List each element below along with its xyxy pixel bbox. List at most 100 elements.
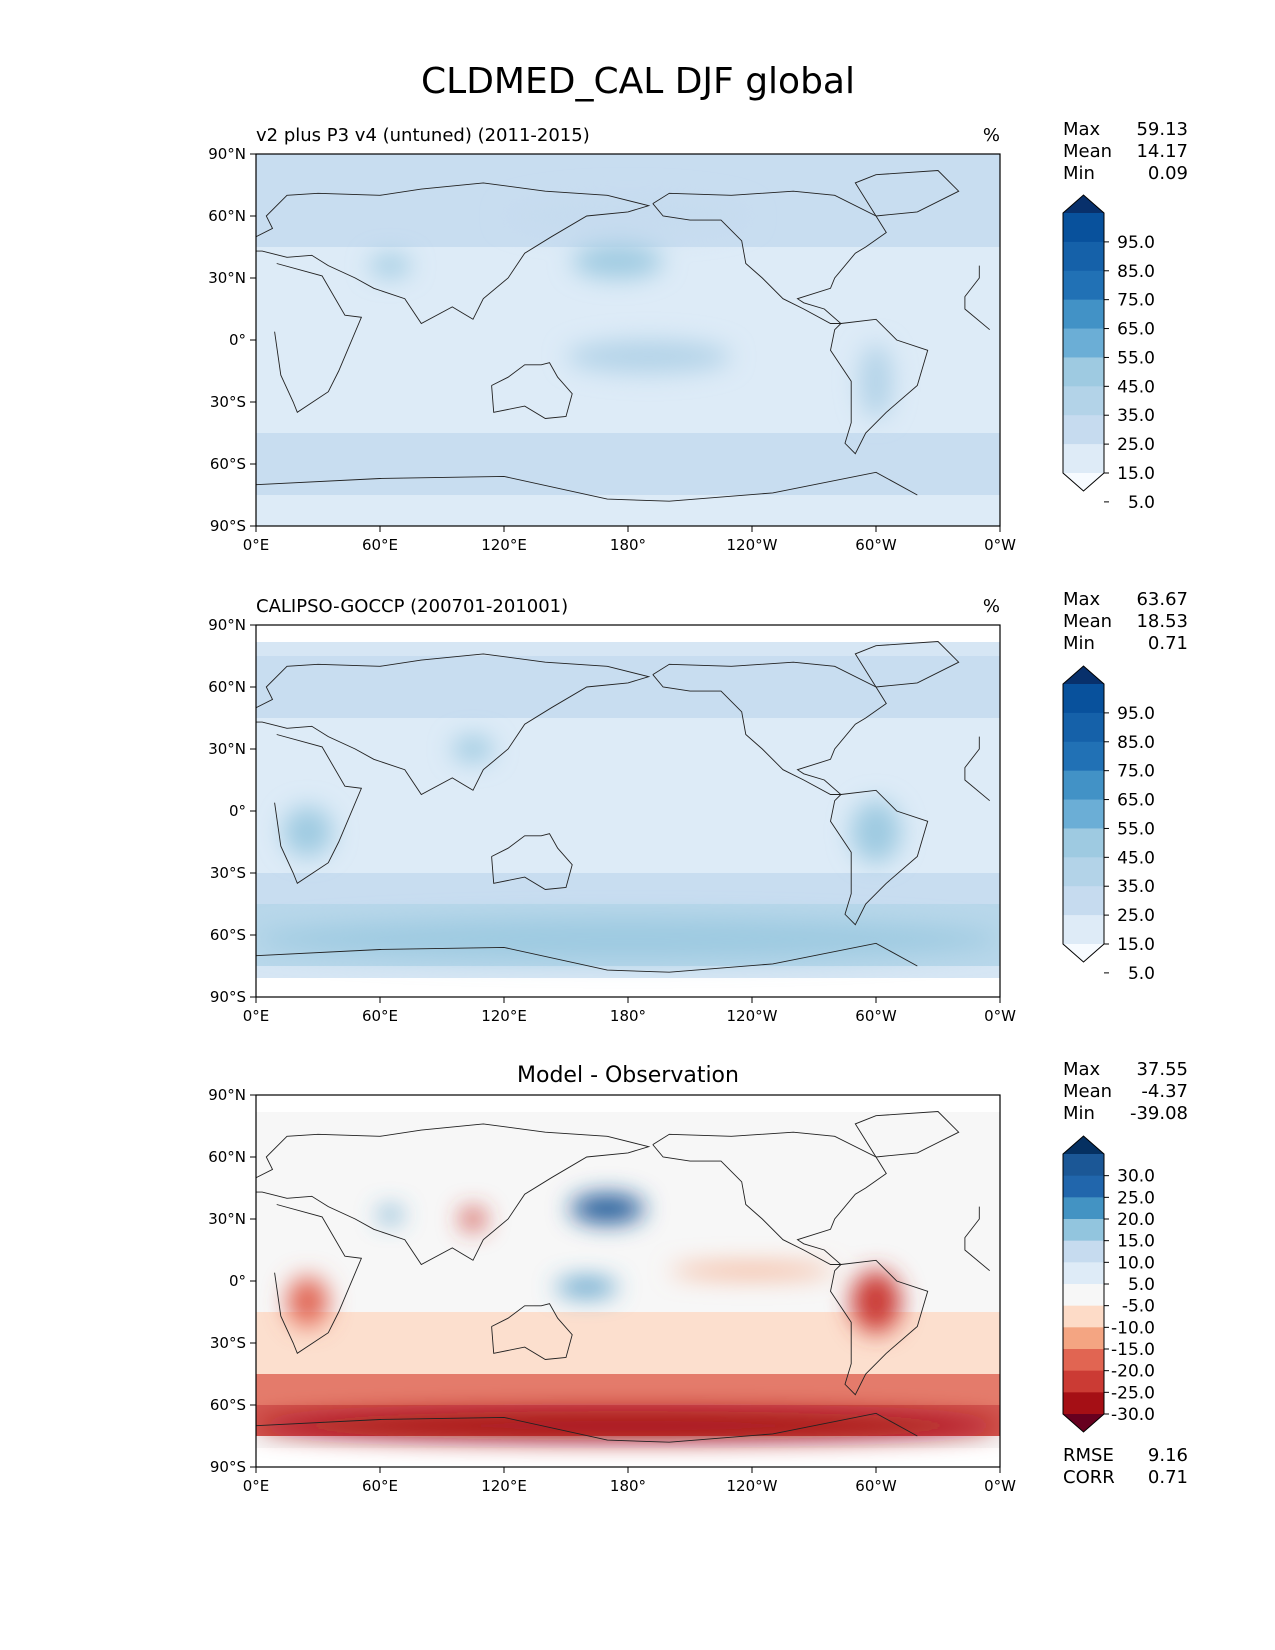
obs-max-label: Max <box>1063 589 1101 610</box>
y-tick-label: 60°N <box>208 678 246 696</box>
colorbar-tick-label: 35.0 <box>1117 406 1155 426</box>
x-tick-label: 0°E <box>243 536 270 554</box>
colorbar-segment <box>1063 1370 1104 1393</box>
lat-band-60 <box>256 687 1000 718</box>
colorbar-tick-label: -15.0 <box>1111 1340 1155 1360</box>
colorbar-segment <box>1063 299 1104 330</box>
x-tick-label: 0°W <box>984 1477 1016 1495</box>
lat-band-15 <box>256 309 1000 340</box>
colorbar-segment <box>1063 1327 1104 1350</box>
diff-max-value: 37.55 <box>1136 1059 1188 1080</box>
obs-mean-label: Mean <box>1063 611 1112 632</box>
lat-band-30 <box>256 278 1000 309</box>
feature-3 <box>555 1278 618 1296</box>
coastline-6 <box>256 471 918 502</box>
coastline-1 <box>256 653 651 796</box>
colorbar-tick-label: 25.0 <box>1117 1188 1155 1208</box>
coastline-4 <box>491 833 573 890</box>
panel-observation: 0°E 60°E 120°E 180° 120°W 60°W 0°W 90°N 60°N 30°N… <box>208 589 1188 1025</box>
colorbar-segment <box>1063 241 1104 272</box>
diff-max-label: Max <box>1063 1059 1101 1080</box>
diff-stats: Max 37.55 Mean -4.37 Min -39.08 <box>1063 1059 1188 1124</box>
feature-3 <box>452 736 494 762</box>
coastline-2 <box>652 1131 887 1265</box>
coastline-5 <box>854 641 960 688</box>
obs-max-value: 63.67 <box>1136 589 1188 610</box>
feature-4 <box>504 195 752 237</box>
colorbar-tick-label: 25.0 <box>1117 906 1155 926</box>
panel-difference: 0°E 60°E 120°E 180° 120°W 60°W 0°W 90°N 60°N 30°N… <box>208 1059 1188 1495</box>
model-units: % <box>983 125 1000 146</box>
y-tick-label: 30°S <box>210 1334 246 1352</box>
lat-band--60 <box>256 464 1000 495</box>
colorbar-tick-label: 5.0 <box>1128 964 1155 984</box>
rmse-value: 9.16 <box>1148 1445 1188 1466</box>
model-min-value: 0.09 <box>1148 163 1188 184</box>
x-tick-label: 120°W <box>727 1007 778 1025</box>
coastline-3 <box>830 789 929 926</box>
lat-band-45 <box>256 718 1000 749</box>
colorbar-tick-label: 55.0 <box>1117 348 1155 368</box>
colorbar-segment <box>1063 741 1104 772</box>
colorbar-segment <box>1063 828 1104 858</box>
model-max-label: Max <box>1063 119 1101 140</box>
x-tick-label: 60°W <box>855 1007 897 1025</box>
x-tick-label: 60°E <box>362 1477 398 1495</box>
colorbar-segment <box>1063 386 1104 416</box>
model-colorbar: 95.0 85.0 75.0 65.0 55.0 45.0 35.0 25.0 15.0 5.0 <box>1062 194 1155 513</box>
diff-mean-label: Mean <box>1063 1081 1112 1102</box>
x-tick-label: 180° <box>610 1007 646 1025</box>
feature-3 <box>859 344 893 419</box>
lat-band--30 <box>256 873 1000 904</box>
colorbar-segment <box>1063 857 1104 887</box>
colorbar-extend-bottom <box>1063 944 1104 962</box>
diff-coastlines <box>256 1111 990 1443</box>
y-tick-label: 30°S <box>210 393 246 411</box>
colorbar-segment <box>1063 1305 1104 1328</box>
coastline-4 <box>491 362 573 419</box>
x-tick-label: 0°W <box>984 1007 1016 1025</box>
coastline-5 <box>854 1111 960 1158</box>
colorbar-tick-label: -10.0 <box>1111 1318 1155 1338</box>
coastline-6 <box>256 942 918 973</box>
x-tick-label: 0°W <box>984 536 1016 554</box>
lat-band-30 <box>256 1219 1000 1250</box>
diff-latitude-bands <box>256 1126 1000 1436</box>
model-mean-value: 14.17 <box>1136 141 1188 162</box>
colorbar-segment <box>1063 1154 1104 1177</box>
x-tick-label: 60°E <box>362 536 398 554</box>
colorbar-segment <box>1063 1219 1104 1242</box>
model-mean-label: Mean <box>1063 141 1112 162</box>
colorbar-segment <box>1063 770 1104 801</box>
lat-band-90 <box>256 154 1000 185</box>
x-tick-label: 180° <box>610 536 646 554</box>
colorbar-tick-label: 45.0 <box>1117 377 1155 397</box>
y-tick-label: 60°S <box>210 926 246 944</box>
colorbar-tick-label: 15.0 <box>1117 464 1155 484</box>
x-tick-label: 180° <box>610 1477 646 1495</box>
coastline-5 <box>854 170 960 217</box>
y-tick-label: 90°N <box>208 145 246 163</box>
corr-label: CORR <box>1063 1467 1115 1488</box>
model-cloud-features <box>369 195 893 419</box>
colorbar-tick-label: 5.0 <box>1128 493 1155 513</box>
colorbar-tick-label: 95.0 <box>1117 233 1155 253</box>
feature-2 <box>282 806 333 857</box>
y-tick-label: 90°N <box>208 1086 246 1104</box>
y-tick-label: 90°S <box>210 1458 246 1476</box>
colorbar-segment <box>1063 328 1104 358</box>
x-tick-label: 120°E <box>481 1007 527 1025</box>
obs-min-value: 0.71 <box>1148 633 1188 654</box>
y-tick-label: 60°S <box>210 1396 246 1414</box>
y-tick-label: 0° <box>229 331 246 349</box>
x-tick-label: 0°E <box>243 1007 270 1025</box>
x-tick-label: 120°W <box>727 536 778 554</box>
y-tick-label: 0° <box>229 802 246 820</box>
colorbar-extend-top <box>1063 195 1104 213</box>
y-tick-label: 30°N <box>208 269 246 287</box>
colorbar-tick-label: 65.0 <box>1117 791 1155 811</box>
model-axes: 0°E 60°E 120°E 180° 120°W 60°W 0°W 90°N 60°N 30°N… <box>208 145 1016 554</box>
obs-min-label: Min <box>1063 633 1095 654</box>
colorbar-tick-label: 35.0 <box>1117 877 1155 897</box>
colorbar-tick-label: 15.0 <box>1117 1232 1155 1252</box>
